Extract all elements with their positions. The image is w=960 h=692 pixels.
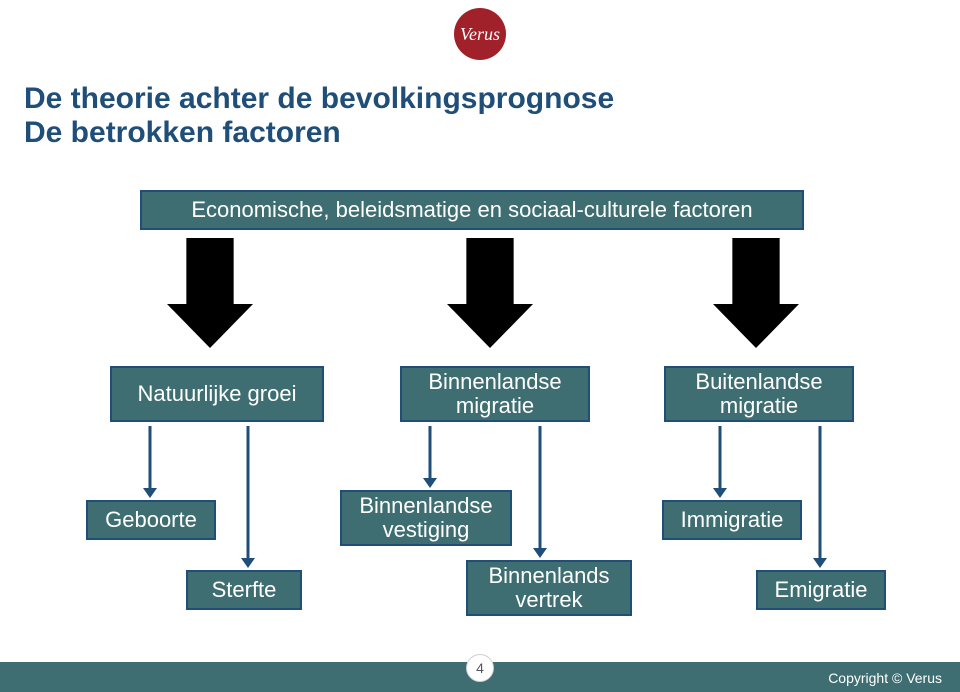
small-arrow-head-icon [713, 488, 727, 498]
big-arrow-icon [713, 238, 799, 348]
copyright-text: Copyright © Verus [828, 670, 942, 686]
small-arrow-head-icon [241, 558, 255, 568]
small-arrow-head-icon [813, 558, 827, 568]
small-arrow-head-icon [423, 478, 437, 488]
page-number-text: 4 [476, 660, 484, 676]
page-number: 4 [466, 654, 494, 682]
small-arrow-head-icon [143, 488, 157, 498]
big-arrow-icon [167, 238, 253, 348]
small-arrow-head-icon [533, 548, 547, 558]
arrows-layer [0, 0, 960, 692]
big-arrow-icon [447, 238, 533, 348]
